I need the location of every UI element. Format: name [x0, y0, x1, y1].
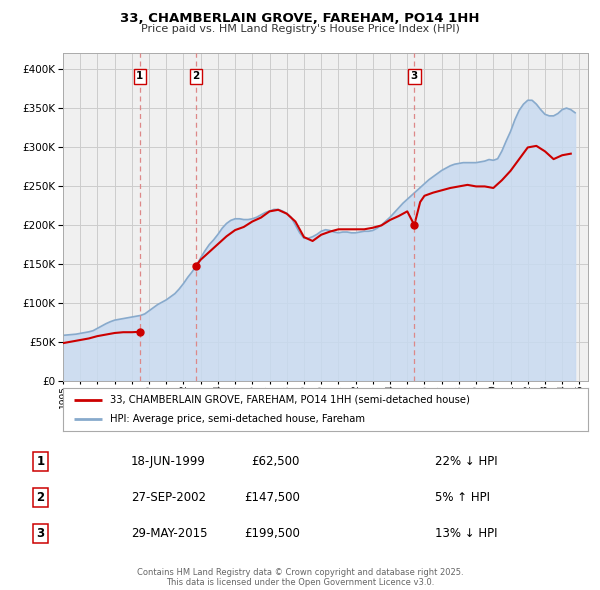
Text: Contains HM Land Registry data © Crown copyright and database right 2025.
This d: Contains HM Land Registry data © Crown c… — [137, 568, 463, 587]
Text: £199,500: £199,500 — [244, 527, 300, 540]
Text: 3: 3 — [410, 71, 418, 81]
Text: 27-SEP-2002: 27-SEP-2002 — [131, 491, 206, 504]
Text: Price paid vs. HM Land Registry's House Price Index (HPI): Price paid vs. HM Land Registry's House … — [140, 24, 460, 34]
Text: 13% ↓ HPI: 13% ↓ HPI — [436, 527, 498, 540]
Text: 1: 1 — [37, 455, 44, 468]
Text: 33, CHAMBERLAIN GROVE, FAREHAM, PO14 1HH: 33, CHAMBERLAIN GROVE, FAREHAM, PO14 1HH — [120, 12, 480, 25]
Text: 33, CHAMBERLAIN GROVE, FAREHAM, PO14 1HH (semi-detached house): 33, CHAMBERLAIN GROVE, FAREHAM, PO14 1HH… — [110, 395, 470, 405]
Text: 3: 3 — [37, 527, 44, 540]
Text: 22% ↓ HPI: 22% ↓ HPI — [436, 455, 498, 468]
Text: 5% ↑ HPI: 5% ↑ HPI — [436, 491, 490, 504]
Text: £147,500: £147,500 — [244, 491, 300, 504]
Text: 1: 1 — [136, 71, 143, 81]
Text: 18-JUN-1999: 18-JUN-1999 — [131, 455, 206, 468]
Text: £62,500: £62,500 — [251, 455, 300, 468]
Text: HPI: Average price, semi-detached house, Fareham: HPI: Average price, semi-detached house,… — [110, 414, 365, 424]
Text: 2: 2 — [193, 71, 200, 81]
Text: 29-MAY-2015: 29-MAY-2015 — [131, 527, 208, 540]
Text: 2: 2 — [37, 491, 44, 504]
